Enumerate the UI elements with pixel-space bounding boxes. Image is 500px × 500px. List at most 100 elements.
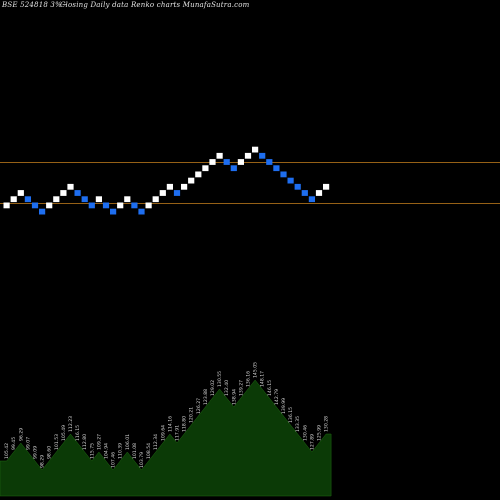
volume-value-label: 139.27: [238, 380, 244, 396]
volume-value-label: 104.94: [104, 443, 110, 459]
renko-brick-up: [117, 202, 124, 209]
renko-brick-down: [31, 202, 39, 209]
renko-brick-down: [138, 208, 145, 215]
renko-brick-up: [159, 190, 166, 196]
renko-brick-down: [81, 196, 88, 203]
volume-value-label: 146.15: [267, 380, 273, 396]
renko-brick-up: [252, 146, 259, 153]
volume-value-label: 99.07: [25, 437, 31, 450]
renko-brick-down: [102, 202, 110, 209]
reference-lines: [0, 162, 500, 204]
volume-value-label: 148.17: [260, 371, 266, 387]
volume-value-label: 105.49: [61, 425, 67, 441]
volume-value-label: 130.28: [324, 416, 330, 432]
renko-brick-down: [308, 196, 315, 203]
renko-brick-down: [301, 190, 308, 196]
renko-brick-down: [24, 196, 31, 203]
renko-brick-down: [110, 208, 117, 215]
volume-value-label: 98.29: [40, 455, 46, 468]
renko-brick-down: [259, 152, 266, 159]
volume-value-label: 109.64: [160, 425, 166, 441]
renko-brick-up: [67, 183, 74, 190]
volume-value-label: 108.54: [146, 443, 152, 459]
volume-value-label: 142.79: [274, 389, 280, 405]
volume-value-label: 114.16: [167, 416, 173, 432]
volume-value-label: 138.94: [231, 389, 237, 405]
volume-value-label: 132.40: [224, 380, 230, 396]
renko-brick-up: [237, 159, 244, 165]
renko-brick-up: [209, 159, 216, 165]
renko-brick-up: [188, 177, 195, 184]
renko-bricks: [3, 146, 330, 215]
volume-value-label: 101.53: [54, 434, 60, 450]
volume-value-label: 110.39: [118, 443, 124, 459]
renko-brick-down: [230, 165, 237, 172]
volume-value-label: 118.80: [182, 416, 188, 432]
renko-brick-up: [315, 190, 323, 196]
renko-brick-up: [152, 196, 159, 203]
volume-value-label: 136.16: [246, 371, 252, 387]
renko-brick-up: [181, 183, 188, 190]
volume-value-label: 139.99: [281, 398, 287, 414]
volume-value-label: 99.45: [11, 437, 17, 450]
renko-brick-up: [244, 152, 252, 159]
volume-value-label: 106.01: [125, 434, 131, 450]
renko-brick-down: [88, 202, 95, 209]
volume-value-label: 115.75: [89, 443, 95, 459]
volume-value-label: 98.60: [47, 446, 53, 459]
volume-value-label: 136.15: [288, 407, 294, 423]
volume-value-label: 123.88: [203, 389, 209, 405]
renko-brick-down: [223, 159, 230, 165]
volume-value-label: 112.34: [153, 434, 159, 450]
volume-value-label: 105.42: [4, 443, 10, 459]
renko-brick-up: [166, 183, 173, 190]
renko-brick-down: [273, 165, 280, 172]
renko-brick-down: [280, 171, 287, 178]
renko-brick-up: [145, 202, 152, 209]
renko-brick-down: [74, 190, 81, 196]
renko-brick-up: [60, 190, 67, 196]
renko-brick-up: [53, 196, 60, 203]
volume-area-shape: [0, 379, 332, 497]
renko-brick-up: [124, 196, 131, 203]
volume-value-label: 116.15: [75, 425, 81, 441]
volume-value-label: 145.05: [253, 362, 259, 378]
renko-brick-down: [266, 159, 273, 165]
renko-brick-up: [10, 196, 17, 203]
chart-title: BSE 524818 3%~: [2, 1, 68, 9]
renko-brick-up: [195, 171, 202, 178]
renko-brick-up: [17, 190, 24, 196]
chart-subtitle: Closing Daily data Renko charts MunafaSu…: [60, 1, 250, 9]
renko-brick-down: [173, 190, 181, 196]
volume-value-label: 127.89: [309, 434, 315, 450]
renko-brick-down: [131, 202, 138, 209]
renko-brick-up: [202, 165, 209, 172]
volume-value-label: 133.35: [295, 416, 301, 432]
volume-value-label: 96.29: [18, 428, 24, 441]
volume-value-label: 130.55: [217, 371, 223, 387]
volume-value-label: 109.27: [96, 434, 102, 450]
volume-value-label: 103.79: [139, 452, 145, 468]
volume-value-label: 112.80: [82, 434, 88, 450]
renko-brick-up: [323, 183, 330, 190]
volume-value-label: 120.21: [189, 407, 195, 423]
volume-value-label: 129.02: [210, 380, 216, 396]
volume-area: [0, 379, 332, 497]
volume-value-label: 125.99: [317, 425, 323, 441]
renko-brick-up: [95, 196, 102, 203]
volume-labels: 105.42 99.4596.2999.0799.0998.2998.60101.…: [4, 362, 330, 468]
renko-brick-down: [294, 183, 301, 190]
volume-value-label: 126.27: [196, 398, 202, 414]
volume-value-label: 101.08: [132, 443, 138, 459]
renko-brick-up: [3, 202, 10, 209]
volume-value-label: 130.46: [302, 425, 308, 441]
volume-value-label: 107.46: [111, 452, 117, 468]
volume-value-label: 117.91: [175, 425, 181, 441]
volume-value-label: 112.23: [68, 416, 74, 432]
renko-brick-down: [39, 208, 46, 215]
renko-brick-up: [46, 202, 53, 209]
renko-brick-up: [216, 152, 223, 159]
renko-brick-down: [287, 177, 294, 184]
volume-value-label: 99.09: [33, 446, 39, 459]
